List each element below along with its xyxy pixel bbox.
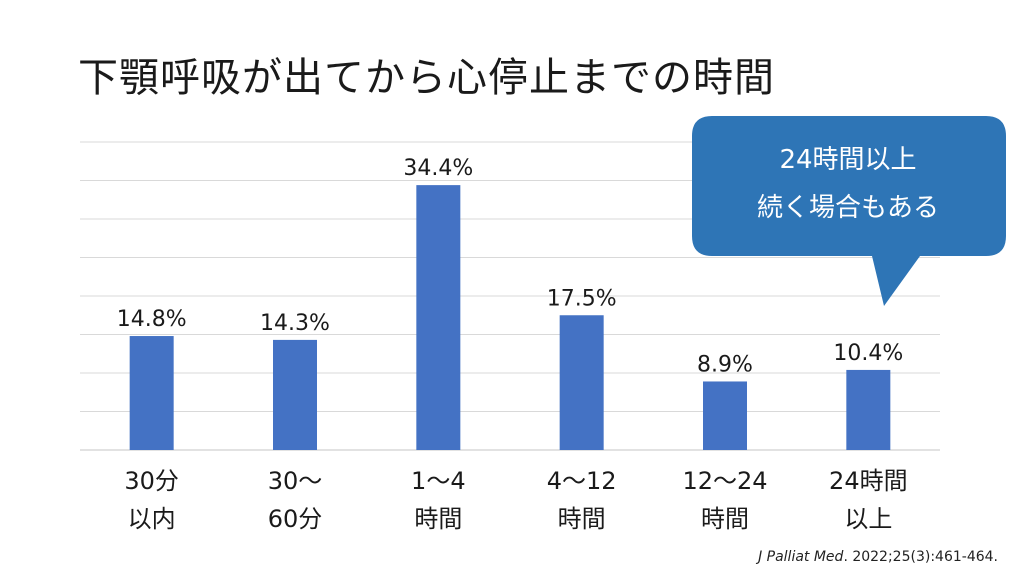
category-label: 時間	[558, 505, 606, 533]
bar	[703, 381, 747, 450]
category-label: 1〜4	[411, 467, 466, 495]
data-label: 34.4%	[403, 156, 473, 181]
category-label: 12〜24	[682, 467, 767, 495]
bar	[846, 369, 891, 450]
data-label: 14.3%	[260, 311, 330, 336]
category-label: 30〜	[268, 467, 323, 495]
slide-title: 下顎呼吸が出てから心停止までの時間	[78, 55, 775, 101]
bar	[129, 336, 174, 450]
callout-text: 24時間以上 続く場合もある	[692, 136, 1004, 232]
category-label: 時間	[414, 505, 462, 533]
data-label: 10.4%	[833, 341, 903, 366]
bar	[273, 339, 317, 450]
category-label: 30分	[124, 467, 179, 495]
category-label: 時間	[701, 505, 749, 533]
callout-line-1: 24時間以上	[779, 145, 917, 175]
data-label: 14.8%	[117, 307, 187, 332]
category-label: 60分	[268, 505, 323, 533]
category-label: 4〜12	[547, 467, 617, 495]
category-label: 24時間	[829, 467, 908, 495]
bar	[416, 185, 461, 450]
data-label: 8.9%	[697, 352, 753, 377]
citation-journal: J Palliat Med	[758, 549, 844, 565]
category-label: 以内	[128, 505, 176, 533]
category-label: 以上	[844, 505, 892, 533]
citation: J Palliat Med. 2022;25(3):461-464.	[758, 549, 998, 565]
bar	[559, 315, 604, 450]
data-label: 17.5%	[547, 286, 617, 311]
citation-details: . 2022;25(3):461-464.	[843, 549, 998, 565]
callout-line-2: 続く場合もある	[756, 193, 939, 223]
callout-shape	[692, 116, 1006, 306]
